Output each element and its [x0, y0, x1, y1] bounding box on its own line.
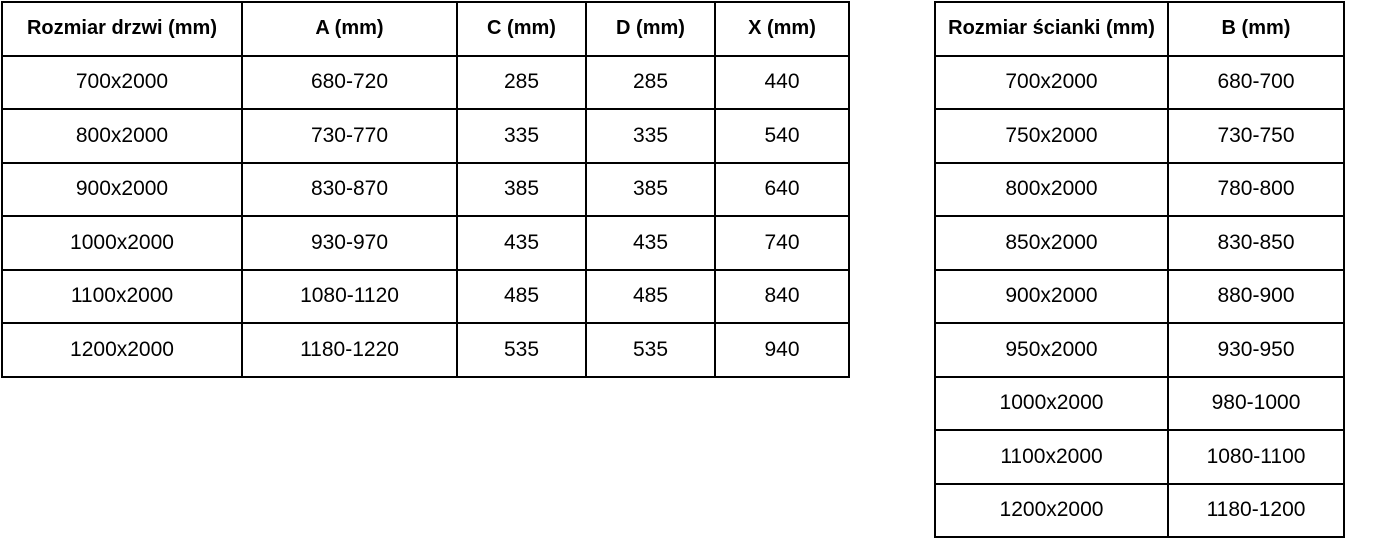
table-cell: 680-700 — [1167, 54, 1345, 110]
column-header: B (mm) — [1167, 1, 1345, 57]
table-cell: 830-850 — [1167, 215, 1345, 271]
column-header: Rozmiar drzwi (mm) — [1, 1, 243, 57]
table-cell: 800x2000 — [934, 161, 1169, 217]
table-cell: 640 — [714, 161, 850, 217]
wall-panel-sizes-table-header: Rozmiar ścianki (mm) B (mm) — [934, 1, 1345, 57]
wall-panel-sizes-table: Rozmiar ścianki (mm) B (mm) 700x2000 680-7… — [934, 1, 1345, 538]
table-cell: 730-770 — [241, 108, 458, 164]
table-cell: 830-870 — [241, 161, 458, 217]
column-header: A (mm) — [241, 1, 458, 57]
table-cell: 940 — [714, 322, 850, 378]
table-row: 1200x2000 1180-1220 535 535 940 — [1, 322, 850, 378]
door-sizes-table-body: 700x2000 680-720 285 285 440 800x2000 730-770 3… — [1, 54, 850, 378]
table-cell: 540 — [714, 108, 850, 164]
table-cell: 740 — [714, 215, 850, 271]
table-cell: 800x2000 — [1, 108, 243, 164]
wall-panel-sizes-table-body: 700x2000 680-700 750x2000 730-750 800x2000 78… — [934, 54, 1345, 538]
table-cell: 1080-1100 — [1167, 429, 1345, 485]
table-cell: 1200x2000 — [934, 482, 1169, 538]
header-row: Rozmiar drzwi (mm) A (mm) C (mm) D (mm) X (m… — [1, 1, 850, 57]
table-cell: 385 — [585, 161, 716, 217]
table-cell: 1200x2000 — [1, 322, 243, 378]
table-row: 1100x2000 1080-1120 485 485 840 — [1, 268, 850, 324]
column-header: Rozmiar ścianki (mm) — [934, 1, 1169, 57]
table-cell: 335 — [585, 108, 716, 164]
table-cell: 535 — [456, 322, 587, 378]
table-row: 700x2000 680-720 285 285 440 — [1, 54, 850, 110]
table-row: 1000x2000 980-1000 — [934, 375, 1345, 431]
table-cell: 780-800 — [1167, 161, 1345, 217]
table-cell: 435 — [456, 215, 587, 271]
table-cell: 1100x2000 — [1, 268, 243, 324]
table-cell: 700x2000 — [1, 54, 243, 110]
table-cell: 680-720 — [241, 54, 458, 110]
table-cell: 1180-1220 — [241, 322, 458, 378]
column-header: C (mm) — [456, 1, 587, 57]
table-cell: 750x2000 — [934, 108, 1169, 164]
table-cell: 335 — [456, 108, 587, 164]
table-row: 900x2000 880-900 — [934, 268, 1345, 324]
table-cell: 1000x2000 — [934, 375, 1169, 431]
table-cell: 440 — [714, 54, 850, 110]
table-cell: 535 — [585, 322, 716, 378]
table-row: 950x2000 930-950 — [934, 322, 1345, 378]
door-sizes-table-header: Rozmiar drzwi (mm) A (mm) C (mm) D (mm) X (m… — [1, 1, 850, 57]
table-cell: 285 — [456, 54, 587, 110]
column-header: D (mm) — [585, 1, 716, 57]
table-cell: 840 — [714, 268, 850, 324]
table-cell: 285 — [585, 54, 716, 110]
table-cell: 385 — [456, 161, 587, 217]
table-cell: 485 — [456, 268, 587, 324]
table-cell: 1180-1200 — [1167, 482, 1345, 538]
table-cell: 730-750 — [1167, 108, 1345, 164]
table-row: 800x2000 780-800 — [934, 161, 1345, 217]
table-row: 700x2000 680-700 — [934, 54, 1345, 110]
table-row: 1000x2000 930-970 435 435 740 — [1, 215, 850, 271]
table-row: 900x2000 830-870 385 385 640 — [1, 161, 850, 217]
table-row: 800x2000 730-770 335 335 540 — [1, 108, 850, 164]
header-row: Rozmiar ścianki (mm) B (mm) — [934, 1, 1345, 57]
table-cell: 1000x2000 — [1, 215, 243, 271]
table-cell: 930-970 — [241, 215, 458, 271]
table-row: 1200x2000 1180-1200 — [934, 482, 1345, 538]
table-cell: 485 — [585, 268, 716, 324]
door-sizes-table: Rozmiar drzwi (mm) A (mm) C (mm) D (mm) X (m… — [1, 1, 850, 378]
table-cell: 850x2000 — [934, 215, 1169, 271]
table-row: 750x2000 730-750 — [934, 108, 1345, 164]
table-cell: 1100x2000 — [934, 429, 1169, 485]
table-cell: 900x2000 — [934, 268, 1169, 324]
table-cell: 1080-1120 — [241, 268, 458, 324]
table-cell: 950x2000 — [934, 322, 1169, 378]
table-row: 850x2000 830-850 — [934, 215, 1345, 271]
table-cell: 980-1000 — [1167, 375, 1345, 431]
table-cell: 700x2000 — [934, 54, 1169, 110]
table-cell: 900x2000 — [1, 161, 243, 217]
table-cell: 880-900 — [1167, 268, 1345, 324]
column-header: X (mm) — [714, 1, 850, 57]
table-row: 1100x2000 1080-1100 — [934, 429, 1345, 485]
table-cell: 930-950 — [1167, 322, 1345, 378]
table-cell: 435 — [585, 215, 716, 271]
